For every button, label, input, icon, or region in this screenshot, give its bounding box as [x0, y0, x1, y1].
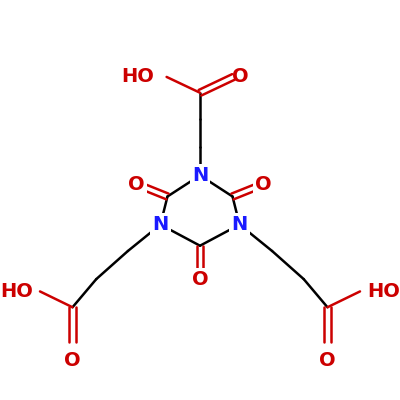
Text: O: O — [255, 175, 272, 194]
Text: O: O — [319, 351, 336, 370]
Text: N: N — [232, 215, 248, 234]
Text: HO: HO — [122, 68, 154, 86]
Text: N: N — [152, 215, 168, 234]
Text: O: O — [192, 270, 208, 289]
Text: O: O — [128, 175, 145, 194]
Text: N: N — [192, 166, 208, 185]
Text: O: O — [232, 68, 249, 86]
Text: HO: HO — [367, 282, 400, 301]
Text: O: O — [64, 351, 81, 370]
Text: HO: HO — [0, 282, 33, 301]
